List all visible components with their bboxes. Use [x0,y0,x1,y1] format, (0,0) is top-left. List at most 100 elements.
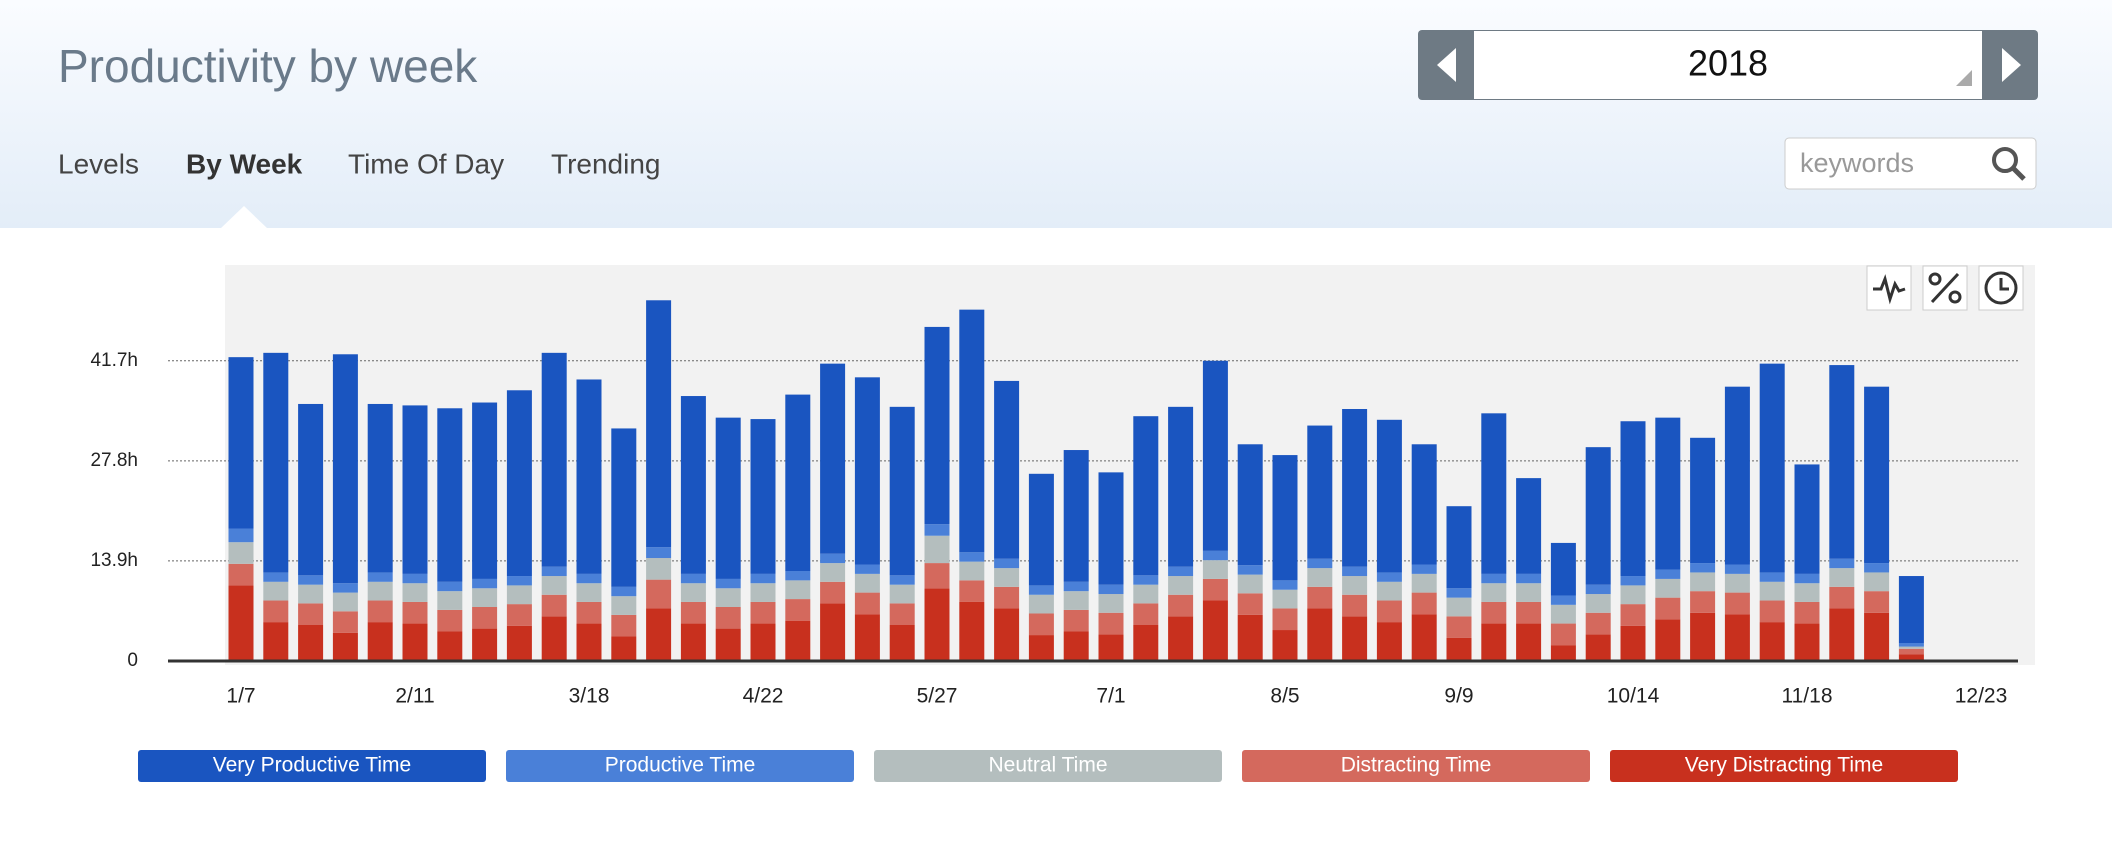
bar-segment [1307,558,1333,569]
bar-segment [472,607,498,629]
bar-segment [854,614,880,661]
bar-segment [785,599,811,621]
year-field[interactable] [1474,31,1982,99]
bar-segment [1829,558,1855,569]
bar-segment [228,357,254,529]
prev-year[interactable] [1437,48,1456,82]
bar-segment [298,625,324,661]
bar-segment [1376,419,1402,573]
bar-segment [1481,413,1507,574]
bar-segment [1272,455,1298,581]
bar-segment [1759,600,1785,623]
bar-segment [1168,576,1194,595]
bar-segment [959,601,985,661]
bar-segment [263,572,289,582]
bar-segment [1063,581,1089,592]
bar-segment [576,601,602,624]
bar-segment [402,405,428,574]
bar-segment [1690,591,1716,613]
bar-segment [1655,597,1681,620]
bar-segment [1829,608,1855,661]
percent-icon [1928,272,1942,286]
bar-segment [715,417,741,579]
bar-segment [785,580,811,600]
x-tick-label: 1/7 [226,685,255,708]
search-box[interactable] [1784,137,2037,190]
bar-segment [1864,572,1890,592]
clock-icon [1999,278,2009,291]
bar-segment [680,623,706,661]
tab[interactable]: Trending [551,148,660,179]
x-tick-label: 10/14 [1607,685,1660,708]
bar-segment [1411,592,1437,615]
bar-segment [1342,566,1368,577]
bar-segment [1168,566,1194,577]
bar-segment [263,622,289,661]
bar-segment [1446,616,1472,638]
bar-segment [1098,584,1124,595]
bar-segment [750,583,776,602]
bar-segment [1620,625,1646,661]
bar-segment [715,578,741,589]
bar-segment [1202,560,1228,579]
search-icon[interactable] [1992,147,2018,173]
tab[interactable]: Levels [58,148,139,179]
bar-segment [332,354,358,584]
bar-segment [1516,601,1542,624]
bar-segment [611,428,637,587]
bar-segment [1446,506,1472,589]
bar-segment [1481,573,1507,584]
legend-button[interactable] [506,750,854,782]
bar-segment [1794,583,1820,602]
bar-segment [889,603,915,625]
legend-button[interactable] [1610,750,1958,782]
bar-segment [1028,613,1054,636]
bar-segment [889,625,915,661]
bar-segment [1237,444,1263,566]
next-year[interactable] [2002,48,2021,82]
bar-segment [1655,619,1681,661]
bar-segment [646,547,672,559]
bar-segment [1168,594,1194,617]
x-tick-label: 7/1 [1096,685,1125,708]
bar-segment [1098,634,1124,661]
bar-segment [402,623,428,661]
bar-segment [1168,406,1194,567]
bar-segment [1411,573,1437,593]
bar-segment [1550,595,1576,605]
bar-segment [889,575,915,585]
bar-segment [298,403,324,576]
bar-segment [1898,643,1924,647]
dropdown-grip [1956,70,1972,86]
legend-label: Very Distracting Time [1685,754,1883,777]
bar-segment [1376,600,1402,623]
bar-segment [611,636,637,661]
bar-segment [1724,564,1750,574]
bar-segment [750,419,776,574]
bar-segment [1028,473,1054,586]
bar-segment [1516,573,1542,584]
legend-button[interactable] [874,750,1222,782]
legend-button[interactable] [138,750,486,782]
bar-segment [959,580,985,602]
bar-segment [1585,612,1611,635]
bar-segment [367,600,393,623]
bar-segment [680,601,706,624]
bar-segment [1794,573,1820,584]
bar-segment [1237,565,1263,575]
tab-active[interactable]: By Week [186,148,303,179]
bar-segment [1272,589,1298,609]
bar-segment [1272,608,1298,631]
bar-segment [1655,578,1681,598]
search-placeholder: keywords [1800,148,1914,178]
bar-segment [1133,416,1159,576]
bar-segment [541,576,567,595]
bar-segment [541,352,567,567]
bar-segment [1307,425,1333,559]
legend-button[interactable] [1242,750,1590,782]
tab[interactable]: Time Of Day [348,148,504,179]
bar-segment [367,403,393,573]
bar-segment [1898,646,1924,649]
